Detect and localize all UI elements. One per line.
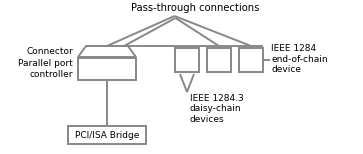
Text: Connector: Connector [26, 47, 73, 56]
FancyBboxPatch shape [68, 126, 146, 144]
Text: Parallel port
controller: Parallel port controller [18, 59, 73, 79]
FancyBboxPatch shape [175, 48, 199, 72]
Text: IEEE 1284
end-of-chain
device: IEEE 1284 end-of-chain device [271, 44, 328, 74]
Text: Pass-through connections: Pass-through connections [131, 3, 259, 13]
FancyBboxPatch shape [78, 58, 136, 80]
Polygon shape [78, 46, 136, 57]
FancyBboxPatch shape [239, 48, 263, 72]
FancyBboxPatch shape [207, 48, 231, 72]
Text: PCI/ISA Bridge: PCI/ISA Bridge [75, 130, 139, 140]
Text: IEEE 1284.3
daisy-chain
devices: IEEE 1284.3 daisy-chain devices [190, 94, 244, 124]
